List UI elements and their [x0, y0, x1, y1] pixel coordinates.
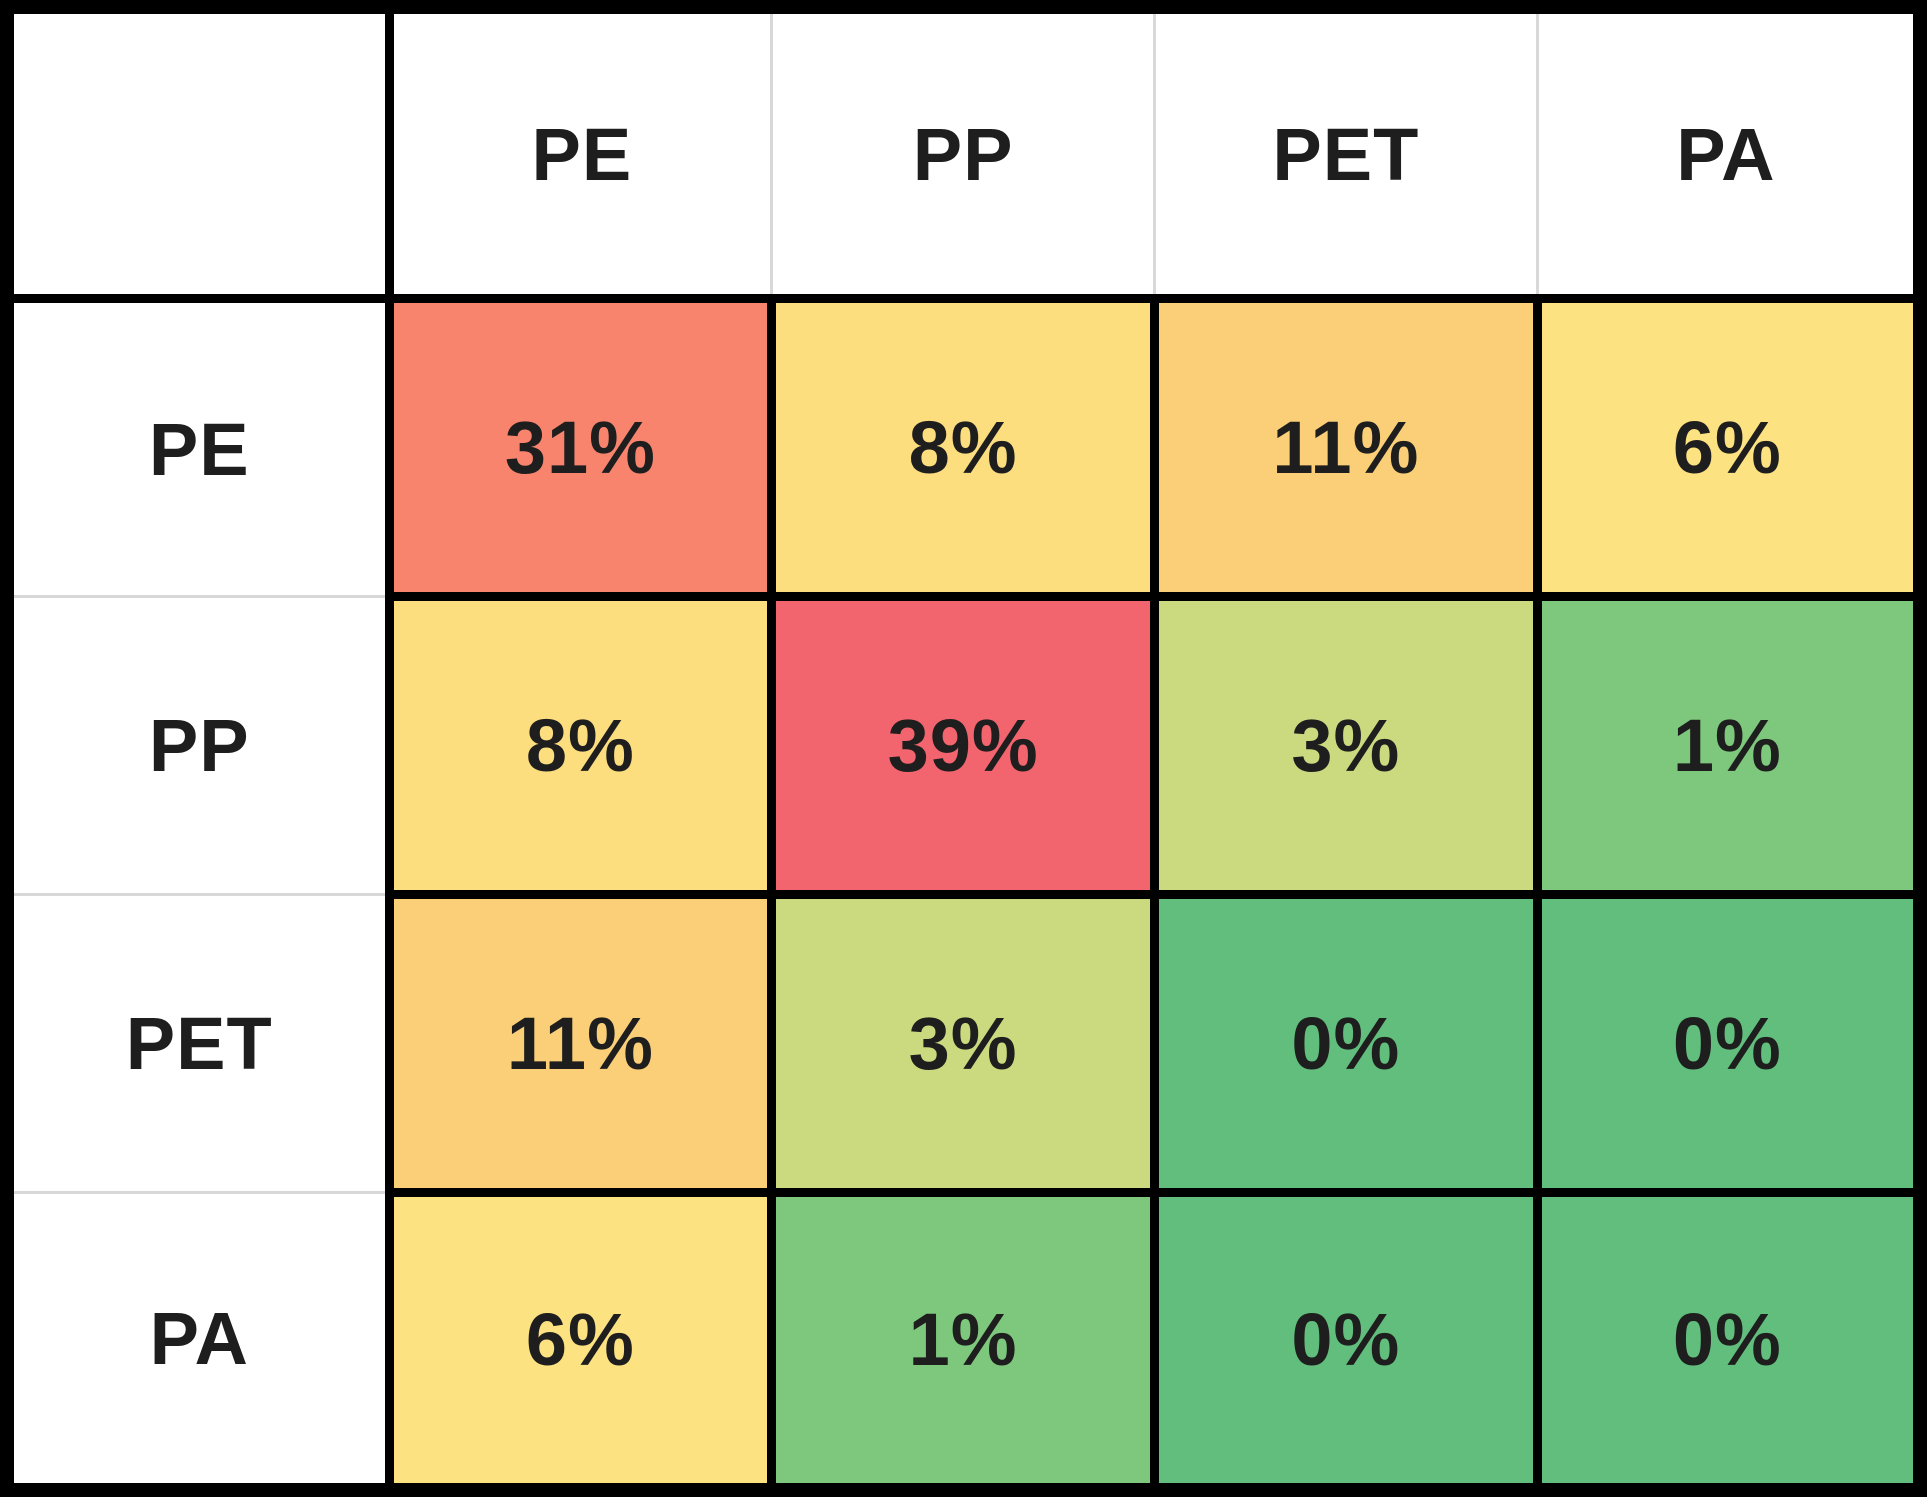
column-header-pa: PA — [1535, 7, 1920, 304]
table-row-pa: PA 6% 1% 0% 0% — [7, 1187, 1925, 1495]
column-header-pp: PP — [770, 7, 1155, 304]
column-header-pet: PET — [1153, 7, 1538, 304]
row-header-pa: PA — [7, 1190, 394, 1490]
matrix-cell-pp-pe: 8% — [384, 592, 777, 899]
row-header-pp: PP — [7, 595, 394, 895]
matrix-cell-pp-pp: 39% — [767, 592, 1159, 899]
matrix-cell-pa-pp: 1% — [767, 1187, 1159, 1495]
matrix-cell-pe-pp: 8% — [767, 294, 1159, 602]
matrix-cell-pp-pet: 3% — [1150, 592, 1542, 899]
matrix-cell-pe-pet: 11% — [1150, 294, 1542, 602]
corner-cell — [7, 7, 394, 304]
column-header-row: PE PP PET PA — [7, 7, 1920, 304]
matrix-cell-pa-pa: 0% — [1532, 1187, 1925, 1495]
table-row-pp: PP 8% 39% 3% 1% — [7, 592, 1925, 899]
matrix-cell-pa-pet: 0% — [1150, 1187, 1542, 1495]
row-header-pe: PE — [7, 297, 394, 597]
matrix-cell-pp-pa: 1% — [1532, 592, 1925, 899]
matrix-cell-pet-pa: 0% — [1532, 889, 1925, 1197]
matrix-cell-pa-pe: 6% — [384, 1187, 777, 1495]
table-row-pe: PE 31% 8% 11% 6% — [7, 294, 1925, 602]
row-header-pet: PET — [7, 892, 394, 1193]
matrix-cell-pe-pe: 31% — [384, 294, 777, 602]
matrix-cell-pet-pp: 3% — [767, 889, 1159, 1197]
matrix-cell-pet-pet: 0% — [1150, 889, 1542, 1197]
matrix-cell-pe-pa: 6% — [1532, 294, 1925, 602]
table-row-pet: PET 11% 3% 0% 0% — [7, 889, 1925, 1197]
matrix-cell-pet-pe: 11% — [384, 889, 777, 1197]
column-header-pe: PE — [387, 7, 772, 304]
